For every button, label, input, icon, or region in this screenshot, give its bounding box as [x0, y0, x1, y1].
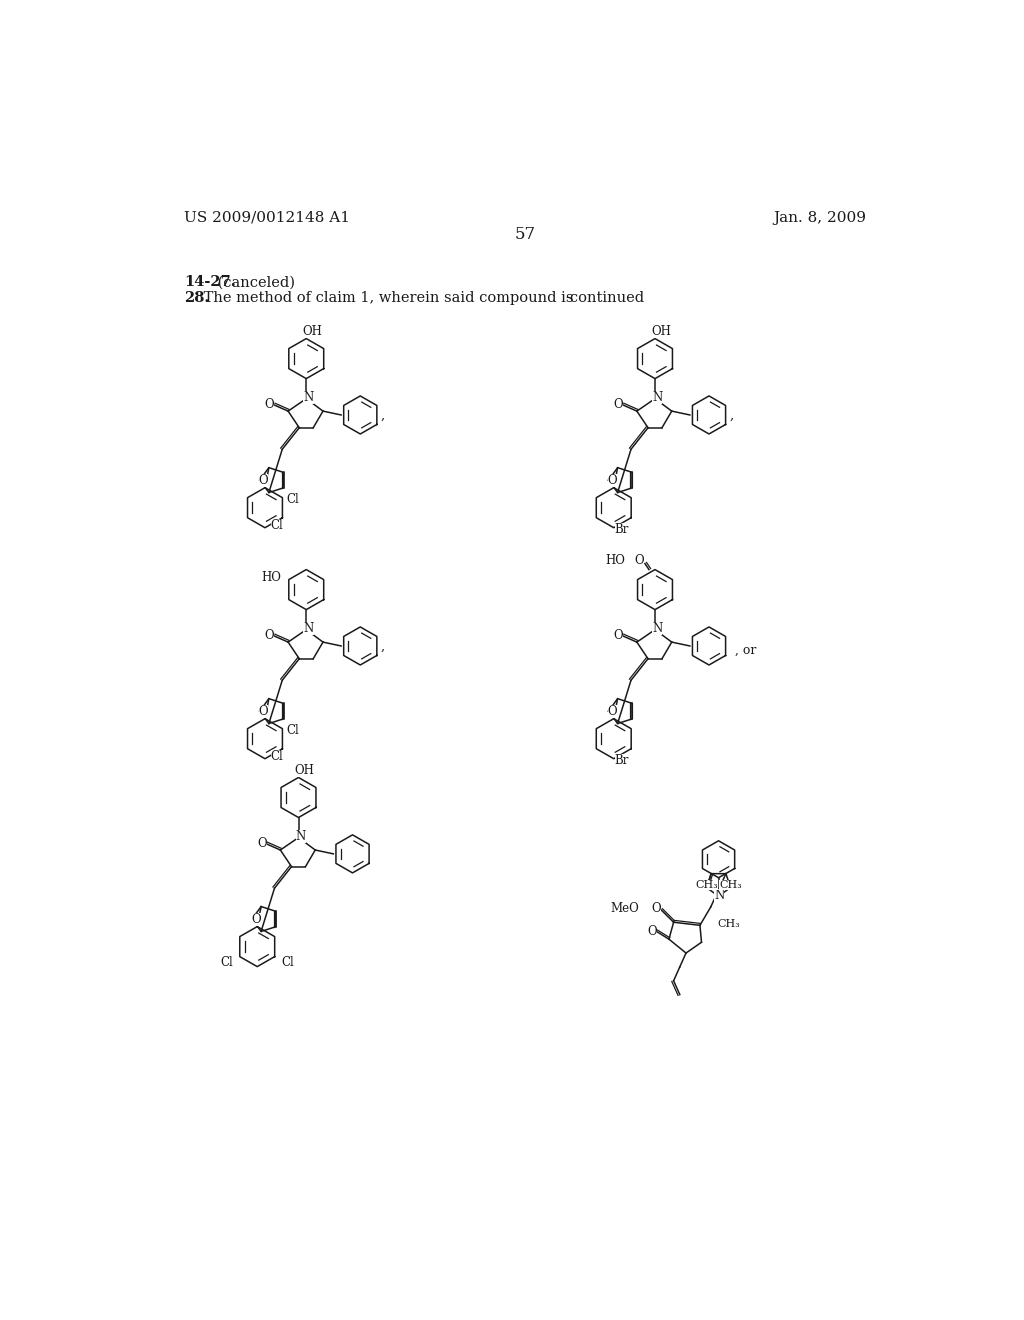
Text: O: O — [264, 397, 274, 411]
Text: HO: HO — [605, 554, 626, 568]
Text: N: N — [652, 391, 663, 404]
Text: N: N — [303, 622, 313, 635]
Text: Cl: Cl — [270, 750, 284, 763]
Text: O: O — [259, 474, 268, 487]
Text: Cl: Cl — [270, 519, 284, 532]
Text: ,: , — [729, 408, 733, 421]
Text: Cl: Cl — [286, 494, 299, 506]
Text: 14-27.: 14-27. — [183, 276, 236, 289]
Text: Cl: Cl — [286, 725, 299, 737]
Text: N: N — [652, 622, 663, 635]
Text: 57: 57 — [514, 226, 536, 243]
Text: O: O — [607, 474, 617, 487]
Text: US 2009/0012148 A1: US 2009/0012148 A1 — [183, 211, 350, 224]
Text: O: O — [613, 397, 623, 411]
Text: 28.: 28. — [183, 290, 209, 305]
Text: OH: OH — [295, 764, 314, 777]
Text: Br: Br — [614, 754, 629, 767]
Text: O: O — [651, 902, 662, 915]
Text: Cl: Cl — [282, 956, 294, 969]
Text: Cl: Cl — [220, 956, 233, 969]
Text: ,: , — [380, 639, 384, 652]
Text: (canceled): (canceled) — [213, 276, 295, 289]
Text: O: O — [607, 705, 617, 718]
Text: Jan. 8, 2009: Jan. 8, 2009 — [773, 211, 866, 224]
Text: N: N — [714, 888, 724, 902]
Text: Br: Br — [614, 523, 629, 536]
Text: -continued: -continued — [566, 290, 645, 305]
Text: , or: , or — [735, 643, 757, 656]
Text: CH₃: CH₃ — [717, 919, 739, 929]
Text: O: O — [259, 705, 268, 718]
Text: O: O — [264, 628, 274, 642]
Text: O: O — [613, 628, 623, 642]
Text: OH: OH — [651, 325, 671, 338]
Text: O: O — [647, 925, 656, 939]
Text: N: N — [296, 830, 306, 843]
Text: O: O — [257, 837, 266, 850]
Text: O: O — [634, 554, 643, 568]
Text: CH₃: CH₃ — [695, 879, 718, 890]
Text: MeO: MeO — [610, 902, 640, 915]
Text: ,: , — [380, 408, 384, 421]
Text: HO: HO — [261, 572, 281, 583]
Text: The method of claim 1, wherein said compound is: The method of claim 1, wherein said comp… — [200, 290, 573, 305]
Text: CH₃: CH₃ — [719, 879, 741, 890]
Text: O: O — [251, 912, 261, 925]
Text: N: N — [303, 391, 313, 404]
Text: OH: OH — [302, 325, 323, 338]
